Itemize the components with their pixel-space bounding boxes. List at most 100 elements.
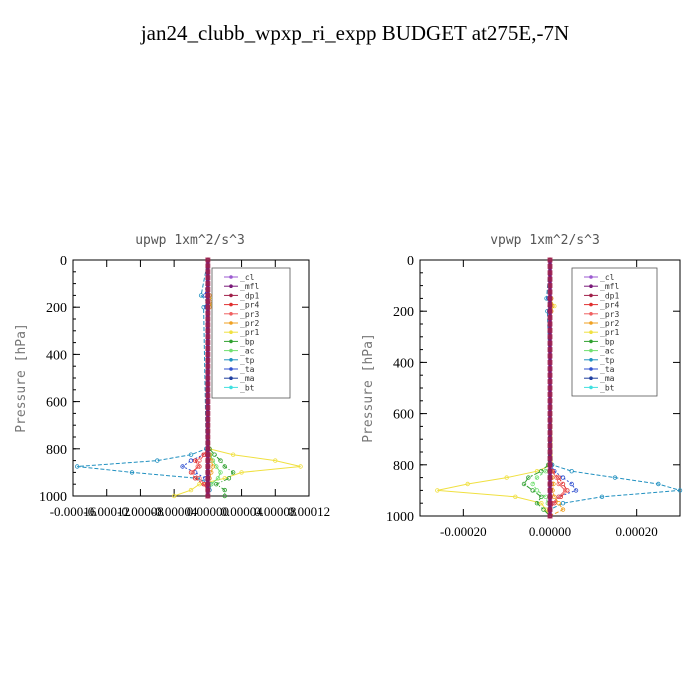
data-point <box>205 434 211 440</box>
upwp-legend: _cl_mfl_dp1_pr4_pr3_pr2_pr1_bp_ac_tp_ta_… <box>211 267 291 399</box>
data-point <box>543 494 548 499</box>
data-point <box>612 475 618 480</box>
data-point <box>193 476 198 481</box>
data-point <box>197 464 202 469</box>
data-point <box>599 494 605 499</box>
data-point <box>526 475 531 480</box>
data-point <box>197 476 202 481</box>
data-point <box>556 481 561 487</box>
data-point <box>205 493 211 499</box>
legend-marker <box>229 358 233 362</box>
data-point <box>205 351 211 357</box>
data-point <box>547 302 553 308</box>
data-point <box>554 475 559 480</box>
data-point <box>547 327 553 333</box>
y-tick-label: 600 <box>393 408 414 423</box>
x-tick-label: -0.00004 <box>151 504 198 519</box>
data-point <box>560 507 566 512</box>
data-point <box>547 257 553 263</box>
figure-title: jan24_clubb_wpxp_ri_expp BUDGET at275E,-… <box>140 21 569 45</box>
data-point <box>205 328 211 334</box>
data-point <box>547 340 553 346</box>
vpwp-ticks: 0 200 400 600 800 1000 -0.00020 0.00000 0.00020 <box>386 254 680 539</box>
x-tick-label: 0.00000 <box>187 504 229 519</box>
series-line-pr4 <box>190 260 209 496</box>
data-point <box>205 428 211 434</box>
data-point <box>230 452 236 457</box>
legend-entry-ac: _ac <box>240 347 255 356</box>
y-tick-label: 1000 <box>39 490 67 505</box>
data-point <box>547 321 553 327</box>
legend-entry-mfl: _mfl <box>240 282 259 291</box>
data-point <box>214 482 219 487</box>
y-tick-label: 200 <box>393 305 414 320</box>
data-point <box>190 470 195 475</box>
x-tick-label: 0.00000 <box>529 524 571 539</box>
data-point <box>205 487 211 493</box>
legend-entry-ta: _ta <box>240 365 255 374</box>
x-tick-label: 0.00008 <box>254 504 296 519</box>
legend-entry-dp1: _dp1 <box>240 291 259 300</box>
y-tick-label: 0 <box>407 254 414 269</box>
data-point <box>195 464 200 469</box>
upwp-series-group <box>75 257 303 499</box>
data-point <box>188 487 194 493</box>
data-point <box>547 270 553 276</box>
legend-marker <box>589 312 593 316</box>
x-tick-label: 0.00020 <box>616 524 658 539</box>
data-point <box>222 493 227 499</box>
data-point <box>205 452 211 458</box>
x-tick-label: -0.00012 <box>83 504 130 519</box>
data-point <box>205 292 211 298</box>
data-point <box>205 440 211 446</box>
data-point <box>205 446 211 452</box>
data-point <box>210 464 216 469</box>
data-point <box>560 475 566 480</box>
data-point <box>205 399 211 405</box>
data-point <box>547 481 553 487</box>
legend-marker <box>589 330 593 335</box>
data-point <box>513 494 518 499</box>
series-line-bp <box>523 260 551 517</box>
y-tick-label: 600 <box>46 396 67 411</box>
data-point <box>205 481 211 487</box>
data-point <box>547 423 553 429</box>
data-point <box>552 303 557 309</box>
data-point <box>205 287 211 292</box>
data-point <box>205 381 211 387</box>
data-point <box>552 494 557 499</box>
data-point <box>547 289 553 295</box>
data-point <box>547 347 553 353</box>
data-point <box>435 488 440 493</box>
data-point <box>547 468 553 474</box>
data-point <box>205 316 211 322</box>
series-line-tp <box>77 259 212 497</box>
data-point <box>273 458 278 463</box>
data-point <box>547 308 553 314</box>
data-point <box>547 436 553 442</box>
legend-entry-pr4: _pr4 <box>600 301 619 310</box>
data-point <box>547 404 553 410</box>
data-point <box>569 481 574 487</box>
data-point <box>193 458 198 463</box>
data-point <box>547 513 553 519</box>
data-point <box>547 443 553 449</box>
data-point <box>239 470 244 475</box>
data-point <box>180 464 185 469</box>
data-point <box>205 375 211 381</box>
legend-marker <box>229 330 233 335</box>
data-point <box>547 385 553 391</box>
data-point <box>212 452 217 457</box>
data-point <box>205 475 211 481</box>
x-tick-label: 0.00004 <box>220 504 263 519</box>
data-point <box>547 276 553 282</box>
data-point <box>573 488 579 493</box>
data-point <box>547 449 553 455</box>
vpwp-panel: vpwp 1xm^2/s^3 Pressure [hPa] 0 200 400 600… <box>361 233 683 539</box>
x-tick-label: 0.00012 <box>288 504 330 519</box>
legend-marker <box>589 293 593 298</box>
data-point <box>547 315 553 321</box>
y-tick-label: 800 <box>46 443 67 458</box>
legend-marker <box>589 284 593 289</box>
